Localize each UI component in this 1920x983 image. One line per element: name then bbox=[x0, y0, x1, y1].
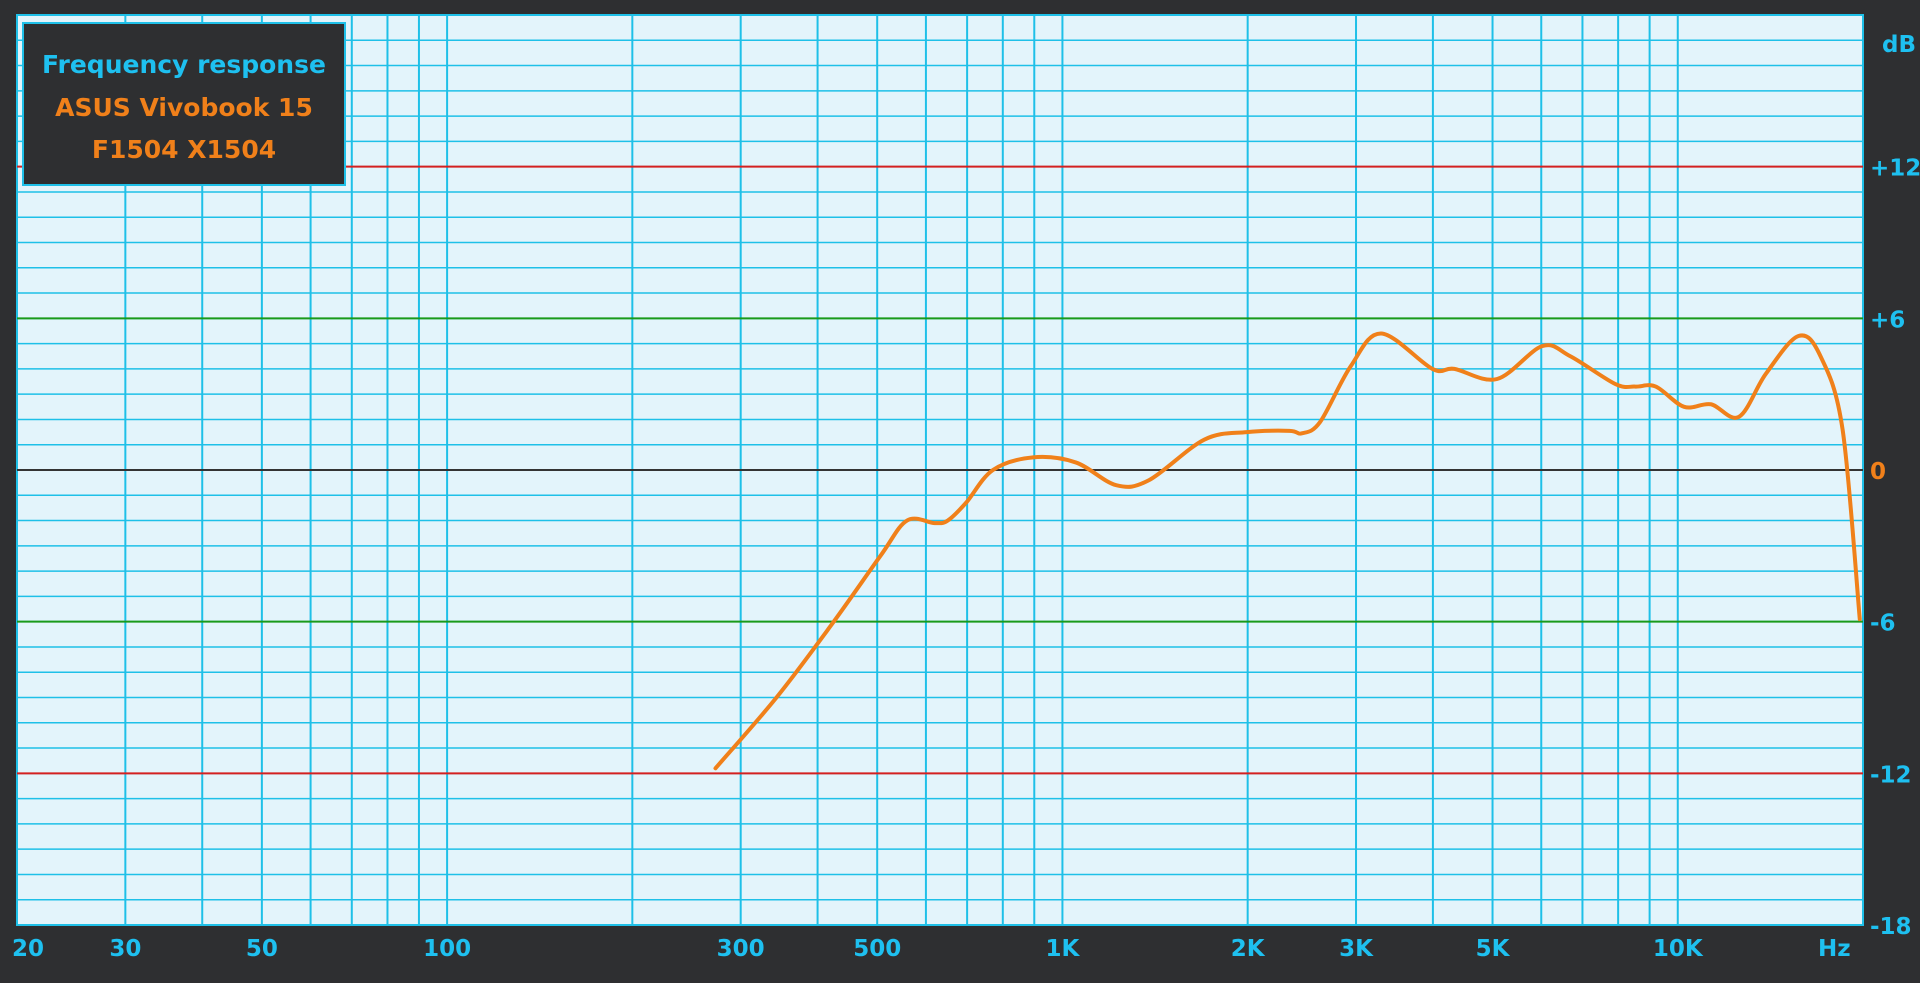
y-tick-label: +6 bbox=[1870, 307, 1905, 333]
chart-subtitle-line-1: ASUS Vivobook 15 bbox=[55, 93, 313, 122]
x-tick-labels: 20 30 50 100 300 500 1K 2K 3K 5K 10K bbox=[12, 936, 1704, 962]
title-box: Frequency response ASUS Vivobook 15 F150… bbox=[22, 22, 346, 186]
x-tick-label: 3K bbox=[1339, 936, 1374, 962]
x-tick-label: 50 bbox=[246, 936, 278, 962]
y-tick-label: +12 bbox=[1870, 156, 1920, 182]
x-tick-label: 20 bbox=[12, 936, 44, 962]
y-tick-labels: +12 +6 0 -6 -12 -18 bbox=[1870, 156, 1920, 940]
x-tick-label: 1K bbox=[1046, 936, 1081, 962]
series-line bbox=[713, 331, 1862, 771]
y-tick-label: 0 bbox=[1870, 459, 1886, 485]
x-tick-label: 500 bbox=[853, 936, 901, 962]
y-tick-label: -6 bbox=[1870, 611, 1896, 637]
x-tick-label: 300 bbox=[717, 936, 765, 962]
x-tick-label: 100 bbox=[423, 936, 471, 962]
x-tick-label: 10K bbox=[1653, 936, 1704, 962]
y-tick-label: -12 bbox=[1870, 762, 1912, 788]
y-axis-label: dB bbox=[1882, 32, 1916, 58]
chart-subtitle-line-2: F1504 X1504 bbox=[92, 135, 276, 164]
chart-title: Frequency response bbox=[42, 50, 326, 79]
reference-lines bbox=[17, 165, 1863, 775]
x-tick-label: 2K bbox=[1231, 936, 1266, 962]
x-tick-label: 30 bbox=[109, 936, 141, 962]
y-tick-label: -18 bbox=[1870, 914, 1912, 940]
x-axis-label: Hz bbox=[1818, 936, 1851, 962]
x-tick-label: 5K bbox=[1476, 936, 1511, 962]
